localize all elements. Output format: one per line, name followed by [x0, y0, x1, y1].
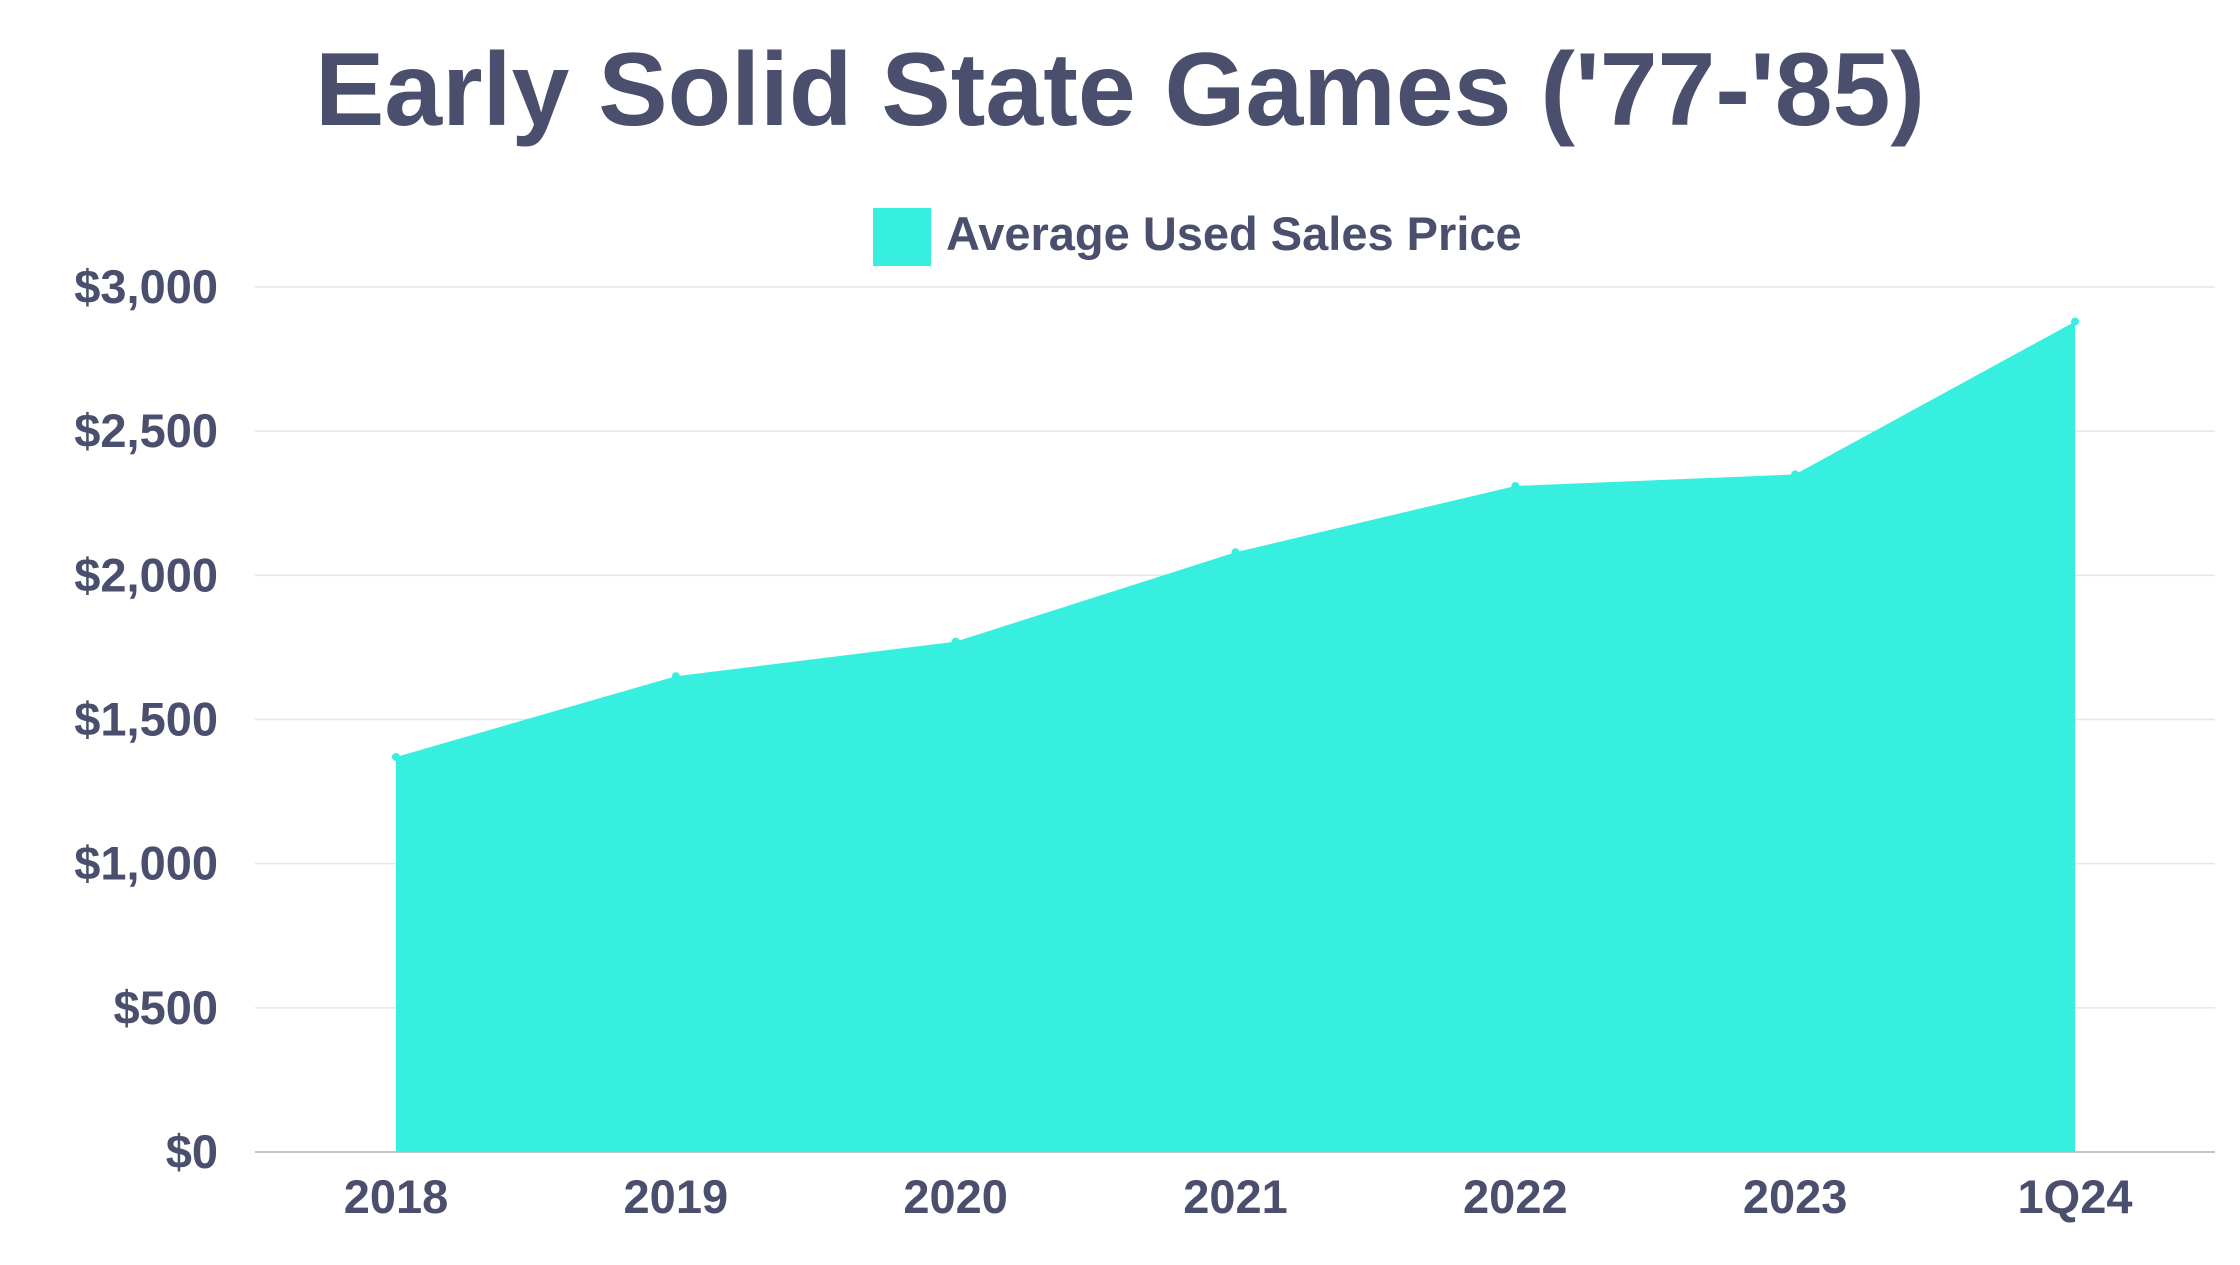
plot-area	[392, 317, 2079, 1153]
x-tick-label: 2023	[1743, 1170, 1848, 1223]
y-tick-label: $0	[166, 1125, 218, 1178]
chart-title: Early Solid State Games ('77-'85)	[315, 32, 1925, 148]
data-point	[951, 637, 960, 646]
y-tick-label: $2,000	[74, 548, 218, 601]
y-tick-label: $1,500	[74, 693, 218, 746]
data-point	[2071, 317, 2079, 326]
x-tick-label: 2021	[1183, 1170, 1288, 1223]
x-tick-label: 2018	[344, 1170, 449, 1223]
y-axis-tick-labels: $0 $500 $1,000 $1,500 $2,000 $2,500 $3,000	[74, 260, 218, 1178]
x-tick-label: 2022	[1463, 1170, 1568, 1223]
data-point	[392, 752, 400, 761]
data-point	[1231, 548, 1240, 557]
x-tick-label: 2020	[903, 1170, 1008, 1223]
y-tick-label: $2,500	[74, 404, 218, 457]
x-tick-label: 2019	[624, 1170, 729, 1223]
data-point	[1511, 481, 1520, 490]
y-tick-label: $500	[113, 981, 218, 1034]
x-tick-label: 1Q24	[2018, 1170, 2133, 1223]
y-tick-label: $3,000	[74, 260, 218, 313]
x-axis-tick-labels: 2018 2019 2020 2021 2022 2023 1Q24	[344, 1170, 2133, 1223]
legend-label: Average Used Sales Price	[946, 207, 1522, 260]
data-point	[671, 672, 680, 681]
legend-swatch	[873, 208, 931, 266]
y-tick-label: $1,000	[74, 837, 218, 890]
area-series-0	[396, 321, 2075, 1153]
legend: Average Used Sales Price	[873, 207, 1522, 266]
data-point	[1791, 470, 1800, 479]
